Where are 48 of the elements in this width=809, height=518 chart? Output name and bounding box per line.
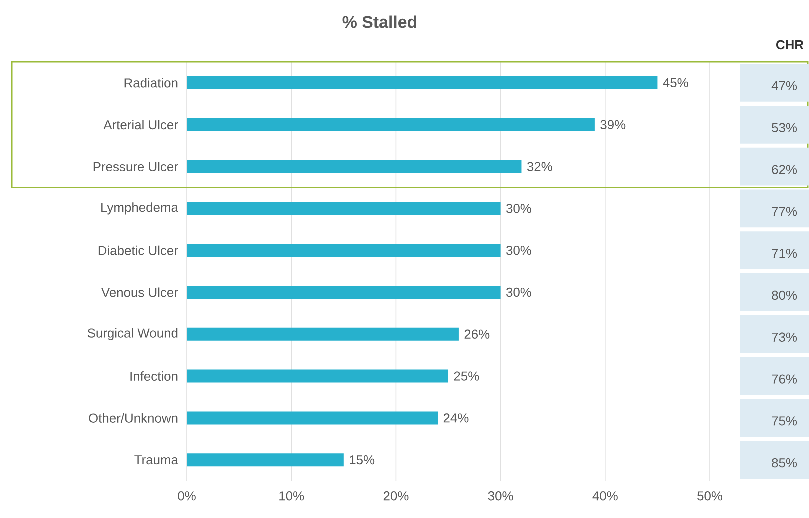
- x-tick-label: 50%: [698, 492, 723, 501]
- bar: [187, 118, 595, 132]
- text: 80%: [772, 290, 798, 300]
- bar: [187, 412, 438, 425]
- data-label: 25%: [454, 372, 480, 381]
- bar: [187, 76, 658, 90]
- data-label: 39%: [600, 120, 626, 130]
- text: 62%: [772, 165, 798, 174]
- text: 85%: [772, 458, 798, 468]
- y-tick-label: Surgical Wound: [88, 328, 178, 340]
- bar: [187, 328, 459, 341]
- bar: [187, 286, 501, 299]
- data-label: 15%: [350, 456, 375, 465]
- x-tick-label: 30%: [488, 492, 514, 501]
- y-tick-label: Arterial Ulcer: [104, 120, 178, 130]
- bar: [187, 160, 522, 174]
- text: 53%: [772, 123, 798, 132]
- bar: [187, 370, 449, 383]
- text: 73%: [772, 332, 798, 342]
- y-tick-label: Pressure Ulcer: [94, 162, 178, 172]
- y-tick-label: Lymphedema: [102, 202, 178, 215]
- text: 75%: [772, 416, 798, 426]
- text: 76%: [772, 374, 798, 384]
- y-tick-label: Trauma: [134, 456, 178, 465]
- text: 77%: [772, 207, 798, 216]
- y-tick-label: Infection: [130, 372, 178, 382]
- x-tick-label: 20%: [384, 492, 409, 501]
- y-tick-label: Venous Ulcer: [102, 288, 178, 298]
- y-tick-label: Other/Unknown: [89, 413, 178, 423]
- text: 47%: [772, 81, 798, 91]
- x-tick-label: 40%: [592, 492, 618, 501]
- data-label: 30%: [506, 246, 532, 256]
- bar: [187, 244, 501, 258]
- x-tick-label: 10%: [280, 492, 304, 501]
- data-label: 30%: [506, 204, 532, 214]
- data-label: 30%: [506, 288, 532, 298]
- x-tick-label: 0%: [178, 492, 196, 501]
- data-label: 26%: [464, 330, 490, 339]
- text: CHR: [776, 40, 804, 50]
- chart-title: % Stalled: [342, 16, 417, 28]
- bar: [187, 454, 344, 467]
- data-label: 32%: [527, 162, 552, 172]
- y-tick-label: Radiation: [124, 78, 178, 88]
- bar: [187, 202, 501, 216]
- data-label: 45%: [663, 78, 688, 88]
- y-tick-label: Diabetic Ulcer: [98, 246, 178, 256]
- text: 71%: [772, 249, 798, 258]
- data-label: 24%: [444, 414, 469, 423]
